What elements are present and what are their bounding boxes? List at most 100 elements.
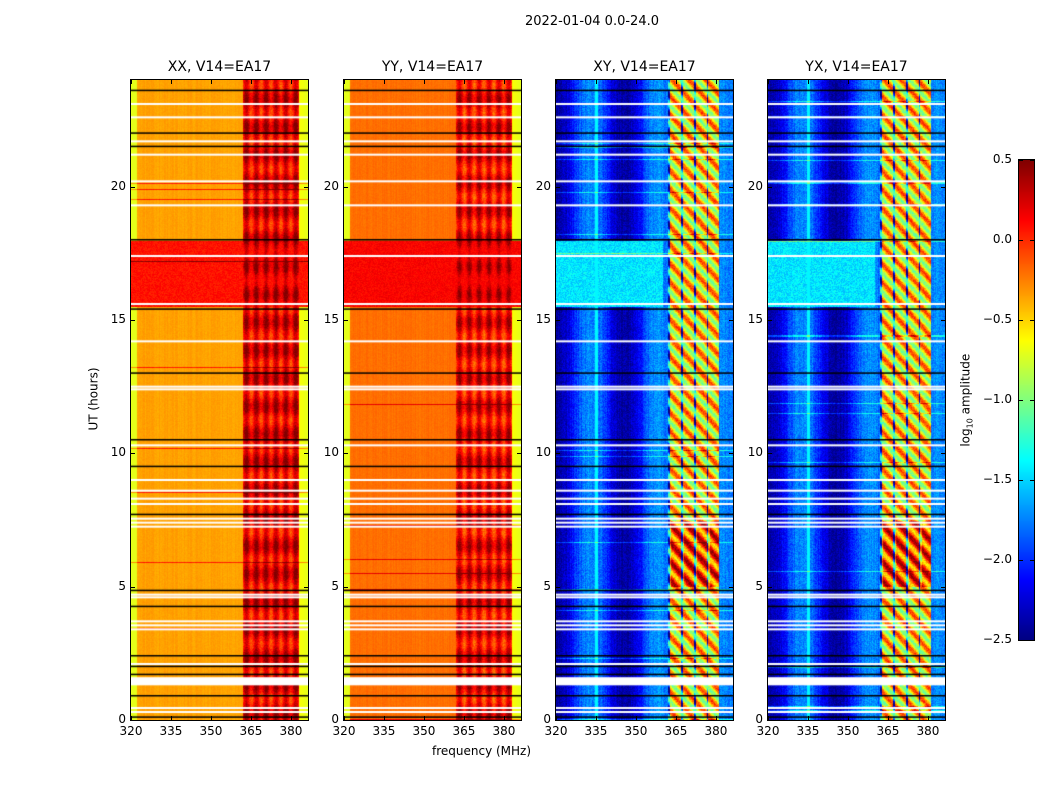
y-tick-label: 20 (535, 178, 551, 193)
y-tick (131, 186, 135, 188)
colorbar-tick (1019, 640, 1023, 641)
y-tick (556, 320, 560, 321)
x-tick-label: 320 (332, 724, 356, 738)
x-tick-label: 365 (876, 724, 900, 738)
x-tick-label: 335 (372, 724, 396, 738)
x-tick (210, 80, 212, 84)
x-tick (290, 80, 292, 84)
y-tick (131, 720, 135, 721)
colorbar-tick (1019, 320, 1023, 321)
x-tick-label: 365 (664, 724, 688, 738)
colorbar-tick (1030, 160, 1034, 161)
x-tick (344, 716, 345, 720)
x-tick (847, 716, 849, 720)
x-tick (383, 80, 385, 84)
y-tick (941, 186, 945, 188)
y-tick-label: 20 (110, 178, 126, 193)
x-tick (503, 80, 505, 84)
figure-title: 2022-01-04 0.0-24.0 (525, 14, 659, 29)
panel-title: YY, V14=EA17 (381, 59, 484, 75)
x-tick (768, 80, 769, 84)
y-tick-label: 0 (331, 712, 339, 726)
x-tick (131, 716, 132, 720)
x-tick (463, 80, 465, 84)
x-tick-label: 320 (544, 724, 568, 738)
y-axis-label: UT (hours) (86, 367, 101, 431)
y-tick (768, 320, 772, 321)
x-tick-label: 350 (412, 724, 436, 738)
x-tick (170, 716, 172, 720)
x-tick (595, 716, 597, 720)
panel-title: YX, V14=EA17 (805, 59, 908, 75)
y-tick-label: 10 (747, 445, 763, 460)
x-tick (715, 716, 717, 720)
y-tick (768, 720, 772, 721)
y-tick-label: 15 (535, 312, 551, 326)
heatmap-xy (556, 80, 733, 720)
y-tick (556, 186, 560, 188)
y-tick-label: 10 (110, 445, 126, 460)
y-tick-label: 5 (331, 578, 339, 593)
panel-title: XY, V14=EA17 (593, 59, 696, 75)
x-tick-label: 320 (756, 724, 780, 738)
x-tick (675, 80, 677, 84)
y-tick-label: 0 (755, 712, 763, 726)
colorbar-tick-label: 0.0 (992, 232, 1012, 246)
y-tick-label: 5 (118, 578, 126, 593)
y-tick (304, 453, 308, 455)
y-tick (768, 453, 772, 455)
y-tick-label: 20 (747, 178, 763, 193)
y-tick (304, 320, 308, 321)
y-tick (556, 720, 560, 721)
x-tick (131, 80, 132, 84)
y-tick (941, 586, 945, 588)
y-tick (729, 586, 733, 588)
x-tick (503, 716, 505, 720)
y-tick-label: 15 (747, 312, 763, 326)
x-tick (635, 716, 637, 720)
y-tick-label: 0 (118, 712, 126, 726)
y-tick (556, 586, 560, 588)
x-tick-label: 365 (239, 724, 263, 738)
x-axis-label: frequency (MHz) (432, 744, 532, 758)
y-tick (729, 186, 733, 188)
x-tick (556, 80, 557, 84)
y-tick (517, 586, 521, 588)
x-tick (290, 716, 292, 720)
x-tick (383, 716, 385, 720)
heatmap-yx (768, 80, 945, 720)
x-tick-label: 335 (159, 724, 183, 738)
y-tick (344, 320, 348, 321)
x-tick (927, 716, 929, 720)
y-tick (729, 720, 733, 721)
colorbar-tick-label: −1.0 (982, 392, 1012, 406)
x-tick (423, 716, 425, 720)
y-tick (131, 586, 135, 588)
y-tick (729, 320, 733, 321)
colorbar-tick (1030, 320, 1034, 321)
colorbar-tick (1019, 160, 1023, 161)
x-tick (556, 716, 557, 720)
y-tick (517, 186, 521, 188)
colorbar-tick (1019, 480, 1023, 481)
x-tick-label: 335 (584, 724, 608, 738)
x-tick (635, 80, 637, 84)
heatmap-yy (344, 80, 521, 720)
x-tick (715, 80, 717, 84)
colorbar-label: log10 amplitude (958, 353, 975, 447)
x-tick (250, 716, 252, 720)
y-tick (729, 453, 733, 455)
x-tick (807, 716, 809, 720)
y-tick-label: 5 (755, 578, 763, 593)
x-tick (847, 80, 849, 84)
colorbar-tick (1030, 640, 1034, 641)
x-tick-label: 380 (704, 724, 728, 738)
x-tick (423, 80, 425, 84)
y-tick-label: 20 (323, 178, 339, 193)
y-tick-label: 5 (543, 578, 551, 593)
y-tick (517, 720, 521, 721)
colorbar-tick (1019, 560, 1023, 561)
y-tick (304, 586, 308, 588)
x-tick (595, 80, 597, 84)
